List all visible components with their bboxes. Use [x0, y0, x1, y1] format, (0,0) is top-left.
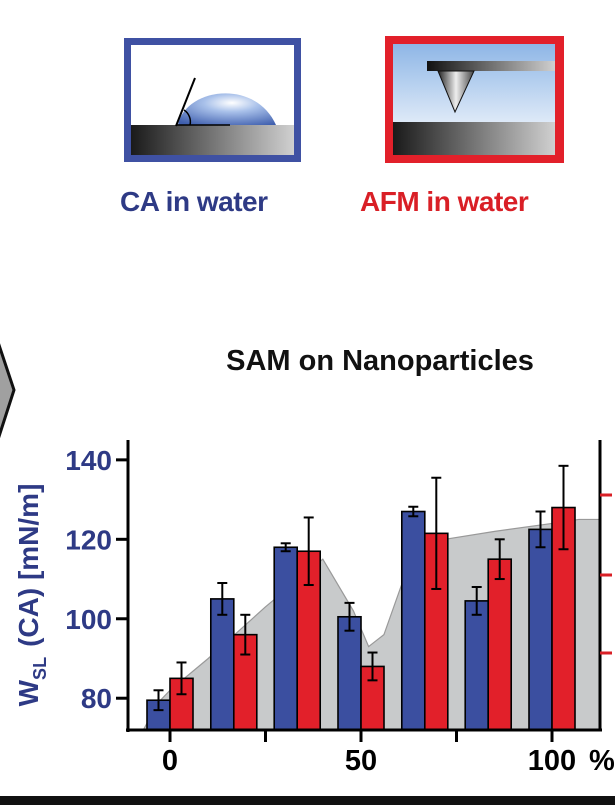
bar-ca — [337, 615, 362, 731]
y-tick-label: 120 — [65, 524, 112, 555]
bar-ca — [209, 598, 235, 731]
contact-angle-droplet-icon — [124, 38, 301, 162]
x-tick-label: 50 — [345, 745, 377, 777]
y-tick-label: 80 — [81, 683, 112, 714]
bar-ca — [528, 528, 553, 731]
bar-afm — [487, 558, 513, 731]
bar-ca — [464, 600, 490, 731]
bar-ca — [273, 546, 299, 731]
x-unit-label: % — [589, 745, 615, 777]
chevron-right-icon — [0, 343, 16, 439]
bar-ca — [400, 510, 426, 731]
y-axis-label: WSL(CA) [mN/m] — [13, 484, 50, 707]
legend-ca-label: CA in water — [120, 186, 268, 217]
bottom-border — [0, 796, 615, 805]
y-tick-label: 100 — [65, 604, 112, 635]
x-tick-label: 0 — [162, 745, 178, 777]
afm-tip-icon — [385, 36, 564, 163]
bar-chart: 80 100 120 140 0 50 100 % WSL(CA) [mN/m] — [13, 440, 615, 777]
x-tick-label: 100 — [528, 745, 576, 777]
chart-title: SAM on Nanoparticles — [226, 345, 534, 377]
legend-afm-label: AFM in water — [360, 186, 529, 217]
y-tick-label: 140 — [65, 445, 112, 476]
